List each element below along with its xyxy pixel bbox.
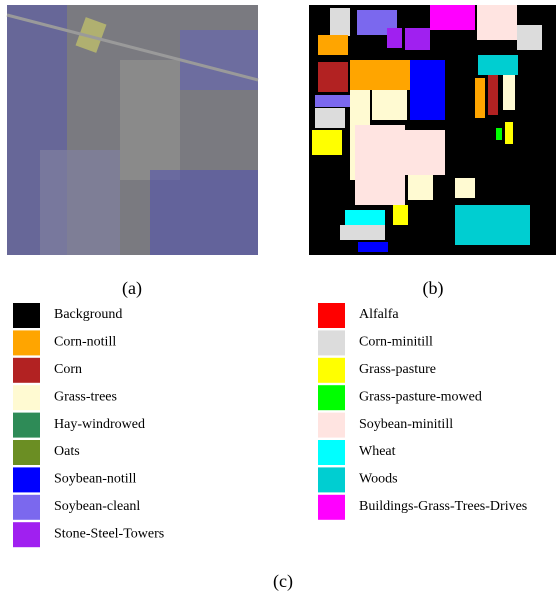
legend-label: Soybean-cleanl: [54, 499, 140, 514]
legend-label: Hay-windrowed: [54, 417, 145, 432]
caption: (c): [273, 571, 293, 592]
legend-label: Grass-pasture-mowed: [359, 389, 482, 404]
legend: Background Corn-notill Corn Grass-trees Hay-…: [13, 303, 527, 547]
figure-canvas: (a) (b) Background Corn-notill Corn Grass-t…: [0, 0, 556, 597]
legend-label: Stone-Steel-Towers: [54, 526, 164, 541]
legend-label: Alfalfa: [359, 307, 399, 322]
legend-swatch: [13, 467, 40, 492]
legend-swatch: [318, 495, 345, 520]
legend-swatch: [13, 522, 40, 547]
legend-swatch: [13, 495, 40, 520]
legend-swatch: [318, 358, 345, 383]
panel-label: (b): [423, 278, 444, 299]
legend-label: Woods: [359, 472, 398, 487]
legend-label: Corn-minitill: [359, 335, 433, 350]
legend-swatch: [13, 385, 40, 410]
legend-swatch: [318, 330, 345, 355]
legend-swatch: [318, 303, 345, 328]
legend-label: Soybean-notill: [54, 472, 137, 487]
legend-label: Grass-trees: [54, 389, 117, 404]
legend-swatch: [13, 358, 40, 383]
legend-label: Buildings-Grass-Trees-Drives: [359, 499, 527, 514]
legend-label: Oats: [54, 444, 80, 459]
legend-swatch: [318, 467, 345, 492]
legend-label: Corn: [54, 362, 82, 377]
legend-swatch: [318, 440, 345, 465]
ground-truth-map: [309, 5, 556, 255]
legend-swatch: [13, 413, 40, 438]
figure: (a) (b) Background Corn-notill Corn Grass-t…: [0, 0, 556, 597]
legend-label: Background: [54, 307, 122, 322]
legend-label: Corn-notill: [54, 335, 116, 350]
panel-label: (a): [122, 278, 142, 299]
legend-label: Soybean-minitill: [359, 417, 453, 432]
legend-label: Grass-pasture: [359, 362, 436, 377]
legend-swatch: [318, 385, 345, 410]
legend-swatch: [13, 330, 40, 355]
legend-swatch: [13, 440, 40, 465]
legend-swatch: [13, 303, 40, 328]
false-color-image: [7, 5, 258, 255]
legend-label: Wheat: [359, 444, 396, 459]
legend-swatch: [318, 413, 345, 438]
